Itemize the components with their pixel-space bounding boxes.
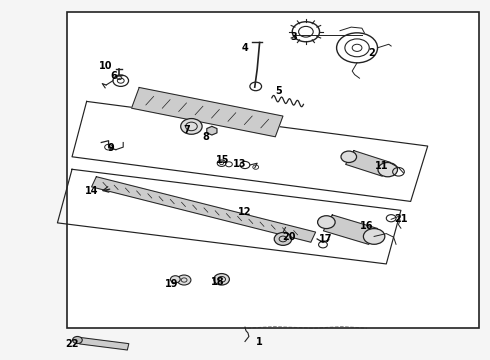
Text: 5: 5 [276, 86, 282, 96]
Text: 6: 6 [110, 71, 117, 81]
Circle shape [364, 229, 385, 244]
Text: 4: 4 [242, 43, 248, 53]
Text: 20: 20 [282, 232, 295, 242]
Text: 12: 12 [238, 207, 252, 217]
Polygon shape [345, 150, 391, 176]
Text: 11: 11 [375, 161, 388, 171]
Text: 1: 1 [256, 337, 263, 347]
Polygon shape [131, 87, 283, 137]
Text: 13: 13 [233, 159, 247, 169]
Polygon shape [92, 177, 316, 242]
Text: 14: 14 [85, 186, 98, 196]
Text: 21: 21 [394, 214, 408, 224]
Circle shape [318, 216, 335, 229]
Text: 9: 9 [108, 143, 114, 153]
Circle shape [214, 274, 229, 285]
Polygon shape [79, 338, 129, 350]
Bar [67, 12, 479, 328]
Text: 8: 8 [202, 132, 209, 142]
Text: 2: 2 [368, 48, 375, 58]
Text: 10: 10 [99, 61, 113, 71]
Text: 18: 18 [211, 277, 225, 287]
Text: 7: 7 [183, 125, 190, 135]
Text: 16: 16 [360, 221, 373, 231]
Polygon shape [207, 126, 217, 135]
Text: 22: 22 [65, 339, 79, 349]
Circle shape [73, 337, 82, 343]
Text: 3: 3 [291, 32, 297, 42]
Circle shape [341, 151, 357, 162]
Circle shape [177, 275, 191, 285]
Text: 17: 17 [318, 234, 332, 244]
Circle shape [378, 162, 397, 177]
Circle shape [171, 276, 180, 283]
Text: 15: 15 [216, 156, 230, 165]
Circle shape [181, 118, 202, 134]
Polygon shape [323, 215, 378, 244]
Text: 19: 19 [165, 279, 179, 289]
Circle shape [274, 233, 292, 246]
